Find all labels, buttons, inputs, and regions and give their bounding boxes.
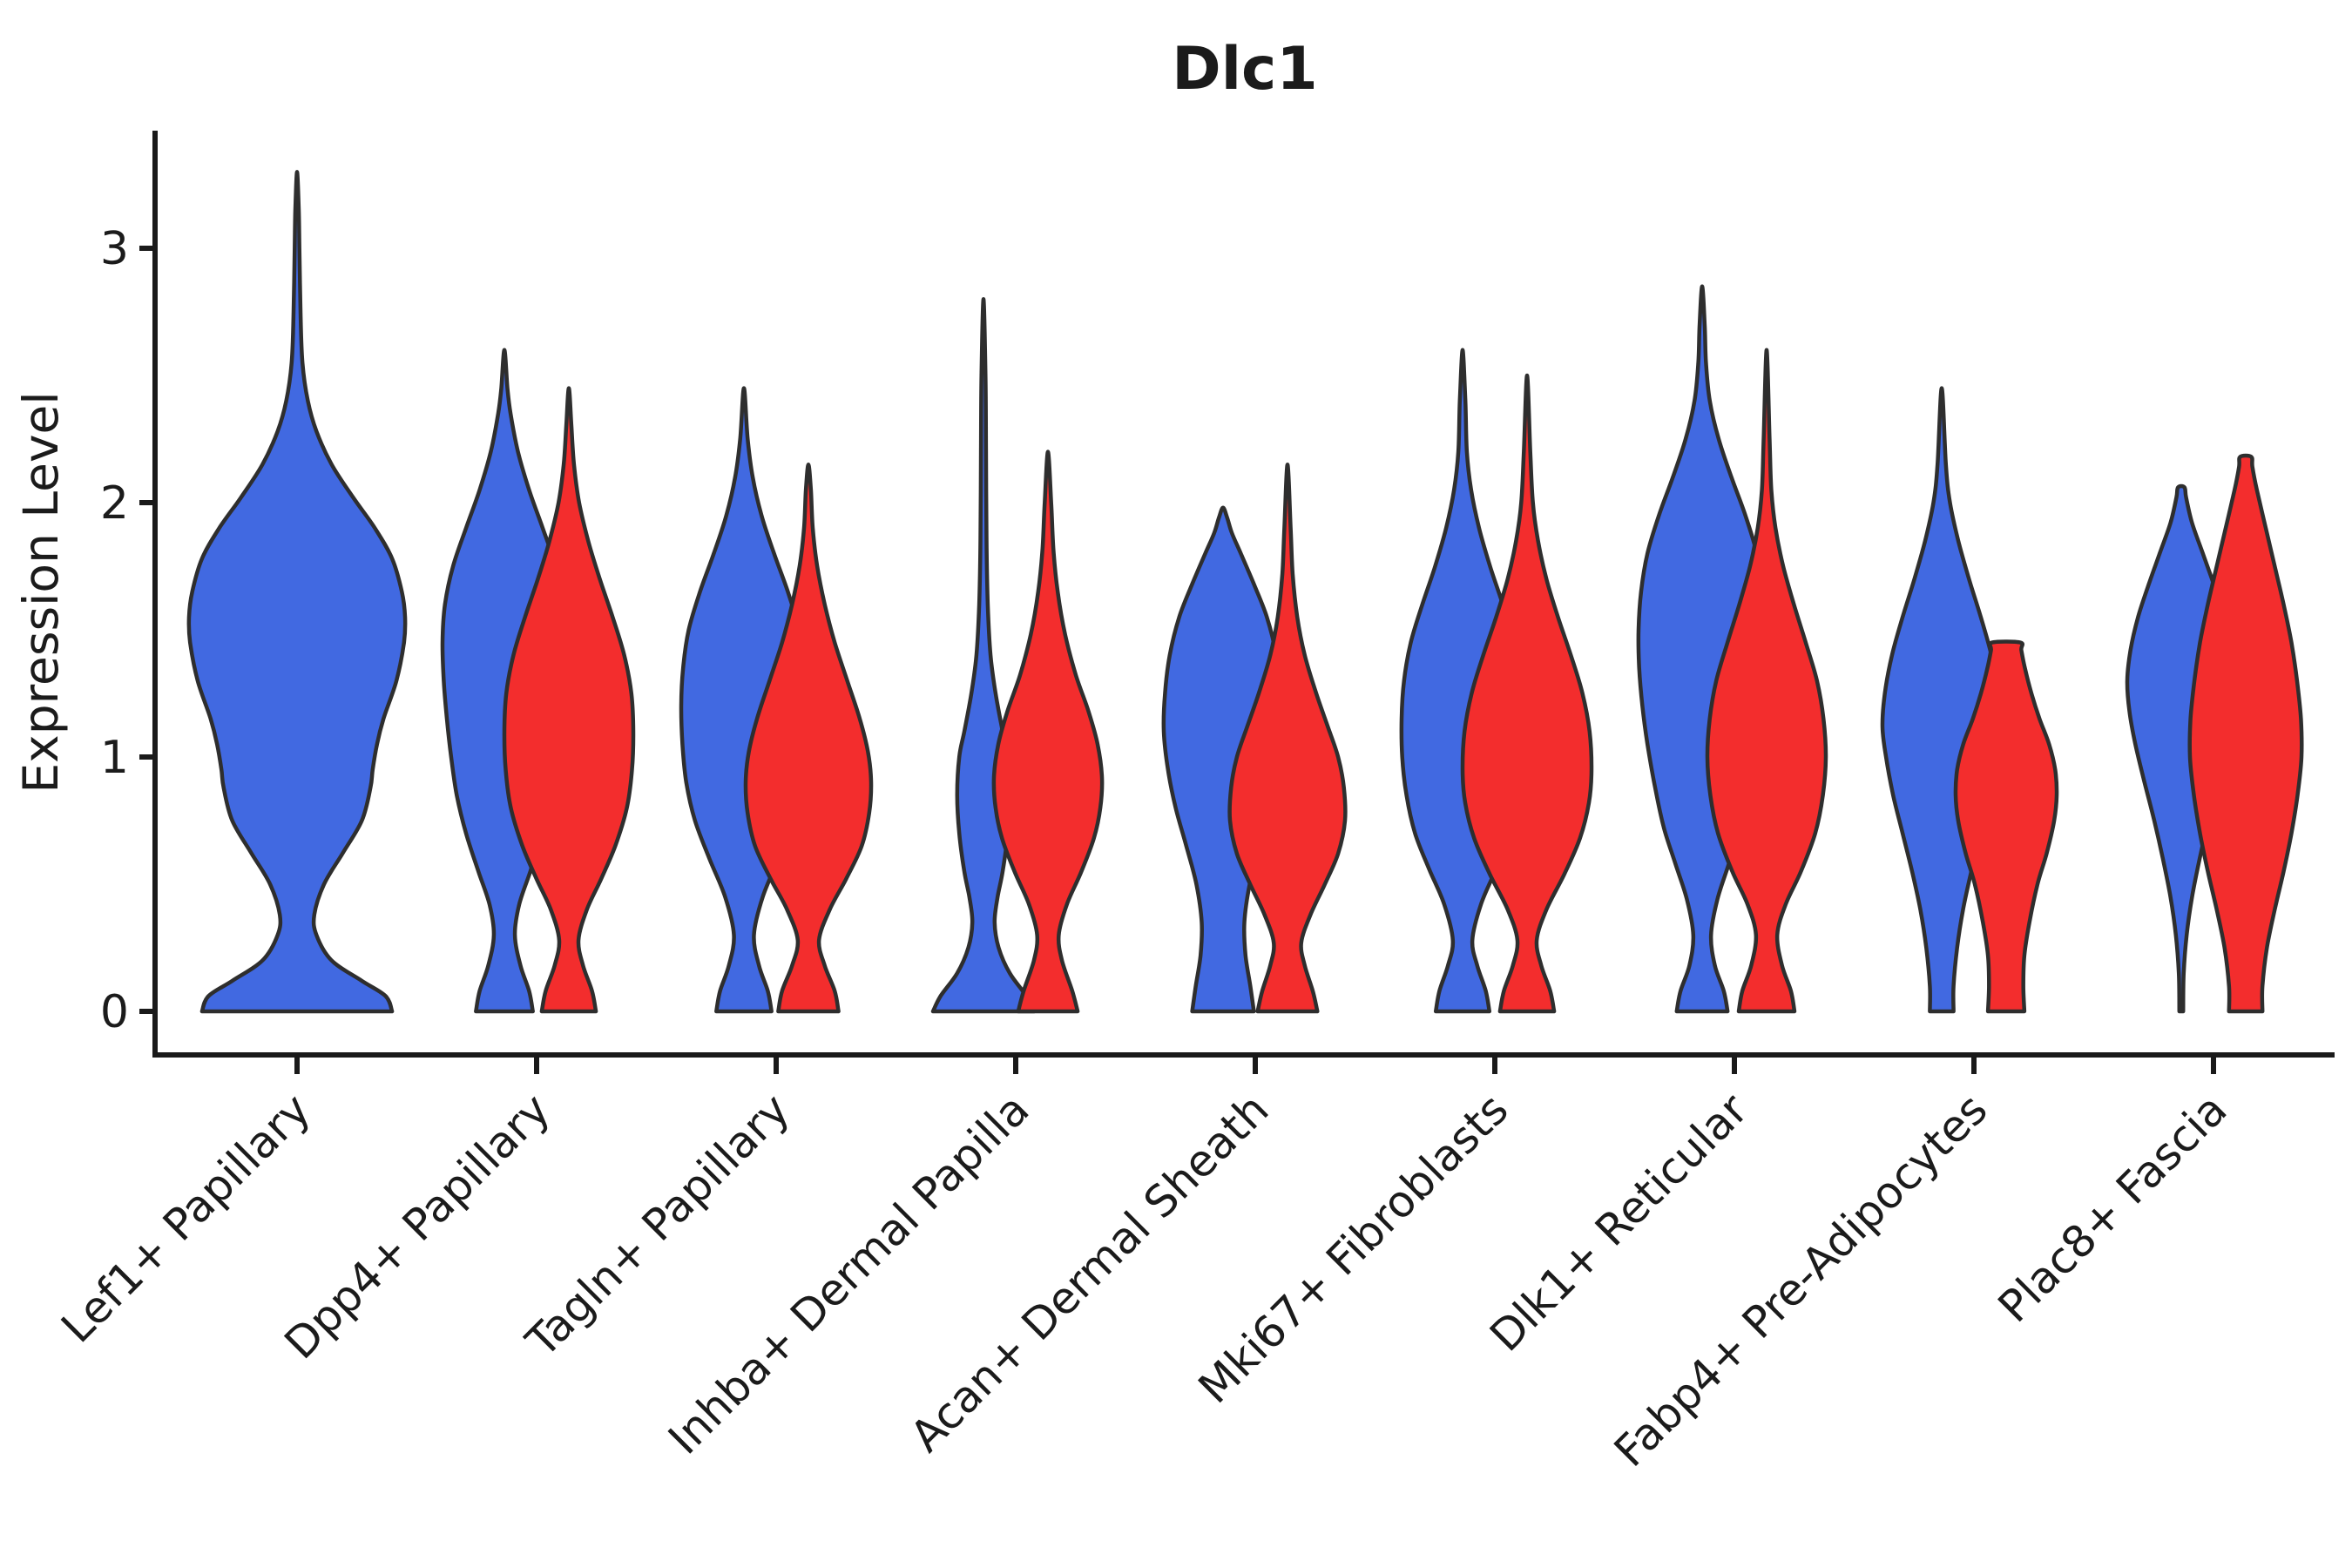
violin-dlk1-reticular-red [1705, 348, 1828, 1014]
violin-fabp4-pre-adipocytes-red [1953, 639, 2059, 1014]
x-category-label: Dlk1+ Reticular [1480, 1084, 1757, 1361]
x-category-label: Tagln+ Papillary [516, 1084, 799, 1367]
y-axis-label: Expression Level [13, 391, 69, 793]
violin-inhba-dermal-papilla-red [991, 449, 1105, 1014]
violin-acan-dermal-sheath-red [1227, 462, 1348, 1014]
x-category-label: Lef1+ Papillary [51, 1084, 320, 1352]
chart-title: Dlc1 [1172, 35, 1317, 104]
x-category-label: Plac8+ Fascia [1989, 1084, 2237, 1332]
y-tick-label: 1 [100, 732, 129, 784]
violin-tagln-papillary-red [743, 462, 874, 1014]
violin-plac8-fascia-red [2187, 453, 2304, 1014]
y-tick-label: 2 [100, 477, 129, 530]
violin-lef1-papillary-blue [186, 170, 408, 1014]
violin-dpp4-papillary-red [502, 386, 636, 1014]
y-tick-label: 0 [100, 986, 129, 1038]
violin-mki67-fibroblasts-red [1460, 373, 1594, 1014]
y-tick-label: 3 [100, 223, 129, 275]
violin-inhba-dermal-papilla-blue [930, 297, 1037, 1014]
x-category-label: Dpp4+ Papillary [275, 1084, 560, 1369]
